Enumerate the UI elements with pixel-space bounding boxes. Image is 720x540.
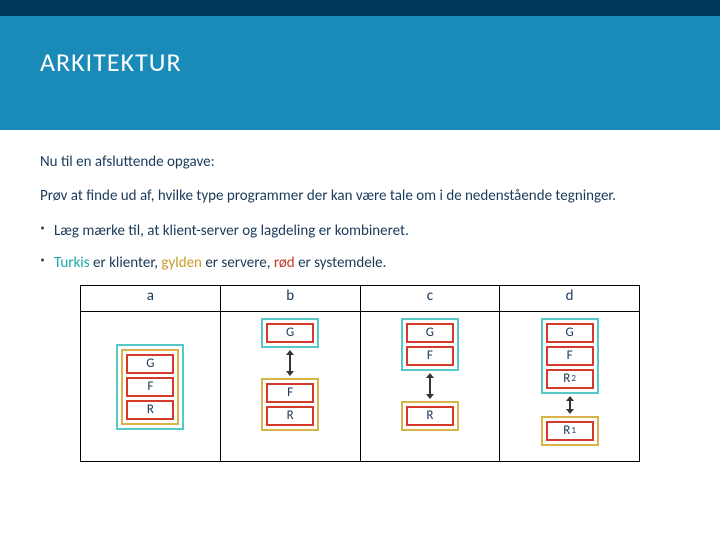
- c-box-r: R: [406, 406, 454, 426]
- c-box-f: F: [406, 346, 454, 366]
- page-title: ARKITEKTUR: [40, 46, 680, 78]
- c-box-g: G: [406, 323, 454, 343]
- d-box-f: F: [546, 346, 594, 366]
- intro-1: Nu til en afsluttende opgave:: [40, 152, 680, 172]
- a-client: G F R: [116, 344, 184, 430]
- content-area: Nu til en afsluttende opgave: Prøv at fi…: [0, 130, 720, 462]
- c-server: R: [401, 401, 459, 431]
- a-box-g: G: [126, 354, 174, 374]
- c-client: G F: [401, 318, 459, 371]
- d-server: R1: [541, 416, 599, 446]
- col-b: b: [220, 286, 360, 312]
- d-box-r1: R1: [546, 421, 594, 441]
- b-arrow: [289, 354, 291, 372]
- c-arrow: [429, 377, 431, 395]
- b-server: F R: [261, 378, 319, 431]
- d-box-g: G: [546, 323, 594, 343]
- d-r2-main: R: [563, 370, 570, 388]
- cell-d: G F R2 R1: [500, 312, 640, 462]
- bullet-1: Læg mærke til, at klient-server og lagde…: [40, 221, 680, 241]
- d-r1-main: R: [563, 422, 570, 440]
- a-box-r: R: [126, 400, 174, 420]
- bullet-2: Turkis er klienter, gylden er servere, r…: [40, 253, 680, 273]
- col-a: a: [81, 286, 221, 312]
- b-client: G: [261, 318, 319, 348]
- col-d: d: [500, 286, 640, 312]
- col-c: c: [360, 286, 500, 312]
- b-box-r: R: [266, 406, 314, 426]
- b-box-g: G: [266, 323, 314, 343]
- word-red: rød: [274, 254, 295, 272]
- txt-mid2: er servere,: [202, 254, 274, 272]
- table-row: G F R G: [81, 312, 640, 462]
- word-golden: gylden: [161, 254, 202, 272]
- header-band: ARKITEKTUR: [0, 0, 720, 130]
- cell-a: G F R: [81, 312, 221, 462]
- a-box-f: F: [126, 377, 174, 397]
- d-r1-sub: 1: [571, 425, 576, 437]
- d-box-r2: R2: [546, 369, 594, 389]
- cell-c: G F R: [360, 312, 500, 462]
- txt-end: er systemdele.: [295, 254, 387, 272]
- d-arrow: [569, 400, 571, 410]
- d-r2-sub: 2: [571, 373, 576, 385]
- d-client: G F R2: [541, 318, 599, 394]
- diagram-table: a b c d G F R: [80, 285, 640, 462]
- a-server: G F R: [121, 349, 179, 425]
- txt-mid1: er klienter,: [90, 254, 162, 272]
- table-header-row: a b c d: [81, 286, 640, 312]
- word-turkis: Turkis: [54, 254, 90, 272]
- intro-2: Prøv at finde ud af, hvilke type program…: [40, 186, 680, 206]
- b-box-f: F: [266, 383, 314, 403]
- cell-b: G F R: [220, 312, 360, 462]
